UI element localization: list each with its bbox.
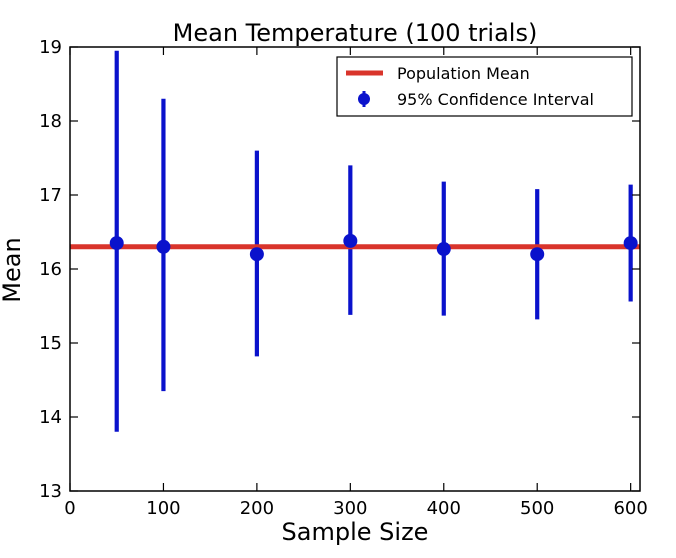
x-axis-label: Sample Size [282, 518, 429, 546]
mean-marker-1 [156, 239, 171, 254]
y-tick-label-1: 14 [39, 407, 62, 428]
mean-marker-0 [109, 236, 124, 251]
y-tick-label-3: 16 [39, 259, 62, 280]
x-tick-label-5: 500 [520, 498, 554, 519]
mean-marker-5 [530, 247, 545, 262]
mean-marker-6 [623, 236, 638, 251]
mean-marker-2 [249, 247, 264, 262]
legend: Population Mean 95% Confidence Interval [336, 56, 633, 117]
y-tick-label-6: 19 [39, 37, 62, 58]
y-tick-label-2: 15 [39, 333, 62, 354]
chart-title: Mean Temperature (100 trials) [173, 19, 538, 47]
x-tick-label-4: 400 [427, 498, 461, 519]
mean-marker-3 [343, 233, 358, 248]
y-axis-label: Mean [0, 237, 26, 302]
x-tick-label-1: 100 [146, 498, 180, 519]
plot-frame [69, 46, 641, 492]
legend-ci-swatch-marker [358, 93, 370, 105]
plot-area [70, 50, 640, 432]
x-axis-ticks: 0 100 200 300 400 500 600 [64, 47, 648, 519]
x-tick-label-2: 200 [240, 498, 274, 519]
x-tick-label-6: 600 [613, 498, 647, 519]
legend-population-mean-label: Population Mean [397, 64, 530, 83]
legend-ci-label: 95% Confidence Interval [397, 90, 594, 109]
mean-marker-4 [436, 242, 451, 257]
y-tick-label-4: 17 [39, 185, 62, 206]
y-tick-label-0: 13 [39, 481, 62, 502]
y-tick-label-5: 18 [39, 111, 62, 132]
y-axis-ticks: 13 14 15 16 17 18 19 [39, 37, 640, 502]
x-tick-label-0: 0 [64, 498, 75, 519]
x-tick-label-3: 300 [333, 498, 367, 519]
legend-box [336, 56, 633, 117]
